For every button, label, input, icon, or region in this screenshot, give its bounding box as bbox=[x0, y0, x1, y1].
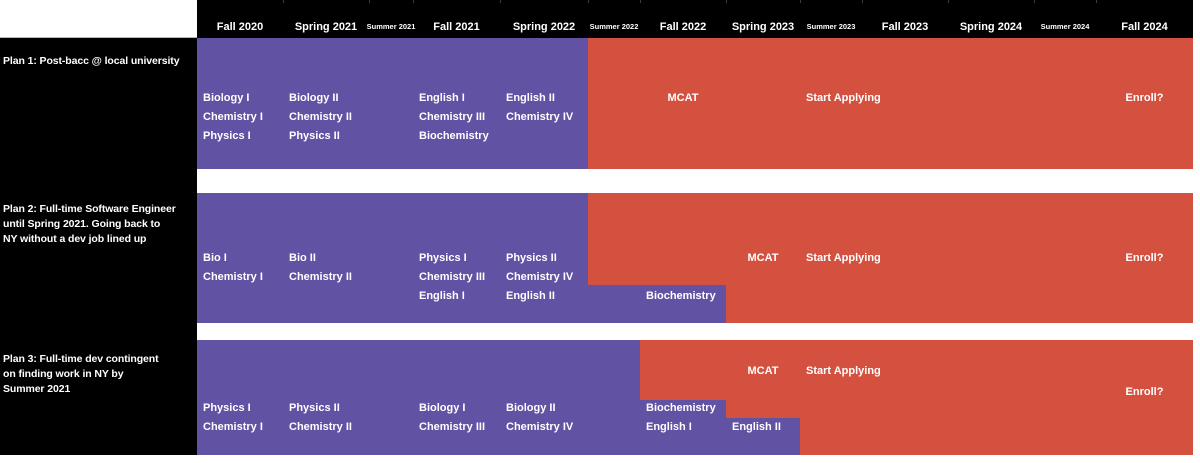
column-boundary-tick bbox=[726, 0, 727, 3]
course-label: English II bbox=[732, 421, 781, 433]
course-label: Physics II bbox=[289, 402, 340, 414]
header-semester-label: Fall 2021 bbox=[433, 21, 480, 33]
column-boundary-tick bbox=[1034, 0, 1035, 3]
course-label: Chemistry IV bbox=[506, 421, 574, 433]
course-label: Chemistry III bbox=[419, 271, 486, 283]
coursework-period-block bbox=[197, 193, 588, 323]
course-label: Biology II bbox=[289, 92, 339, 104]
course-label: Biochemistry bbox=[646, 402, 716, 414]
column-boundary-tick bbox=[413, 0, 414, 3]
plan-3-label: Summer 2021 bbox=[3, 383, 71, 395]
coursework-period-block bbox=[726, 418, 800, 455]
course-label: Physics I bbox=[203, 402, 251, 414]
header-semester-label: Fall 2020 bbox=[216, 21, 264, 33]
plan-labels-column bbox=[0, 38, 197, 455]
plan-2-label: until Spring 2021. Going back to bbox=[3, 218, 161, 230]
course-label: Chemistry III bbox=[419, 421, 486, 433]
course-label: English I bbox=[419, 290, 465, 302]
column-boundary-tick bbox=[500, 0, 501, 3]
plan-2-label: Plan 2: Full-time Software Engineer bbox=[3, 203, 176, 215]
course-label: Physics II bbox=[506, 252, 557, 264]
course-label: Biology I bbox=[419, 402, 466, 414]
course-label: Chemistry III bbox=[419, 111, 486, 123]
header-semester-label: Summer 2022 bbox=[589, 22, 639, 31]
course-label: English I bbox=[419, 92, 465, 104]
milestone-label: Enroll? bbox=[1125, 92, 1164, 104]
header-semester-label: Spring 2021 bbox=[294, 21, 358, 33]
coursework-period-block bbox=[197, 340, 640, 455]
plan-1-label: Plan 1: Post-bacc @ local university bbox=[3, 55, 180, 67]
header-semester-label: Summer 2023 bbox=[806, 22, 856, 31]
coursework-period-block bbox=[588, 285, 726, 323]
column-boundary-tick bbox=[862, 0, 863, 3]
milestone-label: Start Applying bbox=[806, 252, 881, 264]
course-label: Chemistry I bbox=[203, 421, 263, 433]
milestone-label: Enroll? bbox=[1125, 386, 1164, 398]
course-label: Biochemistry bbox=[646, 290, 716, 302]
coursework-period-block bbox=[197, 38, 588, 169]
course-label: Chemistry II bbox=[289, 111, 352, 123]
course-label: Chemistry IV bbox=[506, 111, 574, 123]
header-semester-label: Summer 2021 bbox=[366, 22, 416, 31]
header-semester-label: Fall 2023 bbox=[881, 21, 929, 33]
course-label: Chemistry II bbox=[289, 271, 352, 283]
header-corner-cell bbox=[0, 0, 197, 38]
course-label: Physics I bbox=[419, 252, 467, 264]
column-boundary-tick bbox=[588, 0, 589, 3]
header-semester-label: Spring 2022 bbox=[512, 21, 576, 33]
timeline-header bbox=[197, 0, 1193, 38]
course-label: Physics II bbox=[289, 130, 340, 142]
header-semester-label: Fall 2024 bbox=[1121, 21, 1168, 33]
course-label: Biology I bbox=[203, 92, 250, 104]
milestone-label: Enroll? bbox=[1125, 252, 1164, 264]
course-label: Chemistry II bbox=[289, 421, 352, 433]
course-label: Physics I bbox=[203, 130, 251, 142]
plan-3-label: Plan 3: Full-time dev contingent bbox=[3, 353, 159, 365]
course-label: Chemistry IV bbox=[506, 271, 574, 283]
course-label: Bio II bbox=[289, 252, 316, 264]
course-label: Biology II bbox=[506, 402, 556, 414]
milestone-label: Start Applying bbox=[806, 92, 881, 104]
milestone-label: Start Applying bbox=[806, 365, 881, 377]
course-label: Chemistry I bbox=[203, 111, 263, 123]
header-semester-label: Summer 2024 bbox=[1040, 22, 1090, 31]
header-semester-label: Spring 2024 bbox=[959, 21, 1023, 33]
course-label: Chemistry I bbox=[203, 271, 263, 283]
course-label: Bio I bbox=[203, 252, 227, 264]
plan-3-label: on finding work in NY by bbox=[3, 368, 124, 380]
milestone-label: MCAT bbox=[667, 92, 699, 104]
column-boundary-tick bbox=[369, 0, 370, 3]
milestone-label: MCAT bbox=[747, 365, 779, 377]
course-label: Biochemistry bbox=[419, 130, 489, 142]
header-semester-label: Fall 2022 bbox=[659, 21, 707, 33]
plan-2-label: NY without a dev job lined up bbox=[3, 233, 147, 245]
course-label: English II bbox=[506, 290, 555, 302]
column-boundary-tick bbox=[1096, 0, 1097, 3]
coursework-period-block bbox=[640, 400, 726, 455]
column-boundary-tick bbox=[640, 0, 641, 3]
header-semester-label: Spring 2023 bbox=[731, 21, 795, 33]
course-label: English I bbox=[646, 421, 692, 433]
column-boundary-tick bbox=[283, 0, 284, 3]
column-boundary-tick bbox=[948, 0, 949, 3]
course-label: English II bbox=[506, 92, 555, 104]
milestone-label: MCAT bbox=[747, 252, 779, 264]
column-boundary-tick bbox=[800, 0, 801, 3]
